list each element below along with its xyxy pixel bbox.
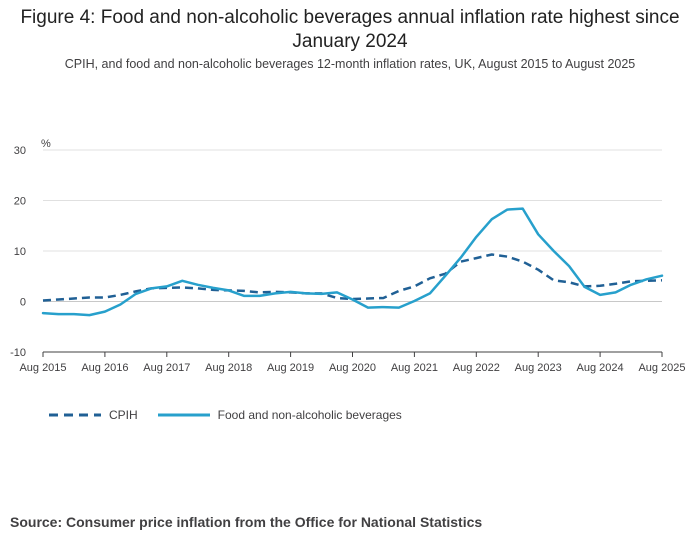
data-point-cpih [382, 297, 385, 300]
data-point-cpih [258, 291, 261, 294]
x-tick-label: Aug 2023 [515, 362, 562, 374]
data-point-food [320, 293, 323, 296]
data-point-cpih [119, 294, 122, 297]
data-point-cpih [506, 255, 509, 258]
data-point-cpih [88, 296, 91, 299]
data-point-cpih [73, 297, 76, 300]
data-point-cpih [475, 257, 478, 260]
y-tick-label: -10 [10, 347, 26, 359]
data-point-food [444, 274, 447, 277]
data-point-food [227, 289, 230, 292]
data-point-cpih [599, 284, 602, 287]
data-point-cpih [661, 279, 664, 282]
data-point-food [165, 285, 168, 288]
data-point-food [614, 291, 617, 294]
data-point-food [212, 286, 215, 289]
data-point-food [57, 313, 60, 316]
data-point-food [42, 312, 45, 315]
series-line-food [41, 207, 664, 317]
x-tick-label: Aug 2020 [329, 362, 376, 374]
data-point-food [428, 292, 431, 295]
legend-swatch-cpih [49, 413, 101, 417]
x-tick-label: Aug 2015 [19, 362, 66, 374]
data-point-food [459, 256, 462, 259]
line-chart: % -10 0 10 20 30 Aug 2015 Aug 2016 Aug 2017 Aug … [10, 138, 685, 374]
data-point-food [398, 306, 401, 309]
legend-item-cpih: CPIH [47, 408, 138, 422]
data-point-food [490, 218, 493, 221]
data-point-food [88, 314, 91, 317]
data-point-food [305, 292, 308, 295]
x-tick-label: Aug 2024 [577, 362, 624, 374]
legend-item-food: Food and non-alcoholic beverages [156, 408, 402, 422]
data-point-cpih [521, 260, 524, 263]
legend-swatch-food [157, 413, 210, 417]
data-point-food [258, 295, 261, 298]
chart-subtitle: CPIH, and food and non-alcoholic beverag… [64, 57, 636, 71]
data-point-cpih [367, 297, 370, 300]
data-point-cpih [490, 253, 493, 256]
data-point-food [367, 306, 370, 309]
data-point-food [661, 274, 664, 277]
y-tick-label: 0 [20, 297, 26, 309]
data-point-food [413, 300, 416, 303]
chart-title: Figure 4: Food and non-alcoholic beverag… [20, 7, 680, 52]
legend-label-cpih: CPIH [109, 408, 138, 422]
data-point-cpih [614, 282, 617, 285]
data-point-food [351, 298, 354, 301]
data-point-food [583, 285, 586, 288]
data-point-food [645, 278, 648, 281]
x-tick-label: Aug 2018 [205, 362, 252, 374]
source-note: Source: Consumer price inflation from th… [10, 514, 483, 530]
data-point-cpih [537, 268, 540, 271]
data-point-cpih [630, 280, 633, 283]
data-point-food [243, 295, 246, 298]
x-tick-label: Aug 2022 [453, 362, 500, 374]
data-point-cpih [57, 298, 60, 301]
data-point-food [336, 291, 339, 294]
data-point-cpih [243, 289, 246, 292]
data-point-cpih [42, 299, 45, 302]
data-point-food [104, 310, 107, 313]
data-point-cpih [181, 286, 184, 289]
data-point-cpih [398, 289, 401, 292]
data-point-food [552, 250, 555, 253]
data-point-food [134, 293, 137, 296]
data-point-food [274, 292, 277, 295]
x-tick-label: Aug 2016 [81, 362, 128, 374]
data-point-food [599, 294, 602, 297]
y-tick-label: 20 [14, 196, 26, 208]
x-tick-label: Aug 2025 [638, 362, 685, 374]
data-point-food [181, 279, 184, 282]
data-point-food [119, 303, 122, 306]
data-point-cpih [568, 281, 571, 284]
x-tick-label: Aug 2017 [143, 362, 190, 374]
data-point-food [568, 265, 571, 268]
data-point-cpih [104, 296, 107, 299]
data-point-food [196, 283, 199, 286]
y-tick-label: 10 [14, 246, 26, 258]
y-unit-label: % [41, 138, 51, 150]
legend: CPIH Food and non-alcoholic beverages [47, 408, 420, 422]
data-point-cpih [413, 285, 416, 288]
data-point-food [289, 291, 292, 294]
data-point-food [150, 287, 153, 290]
data-point-cpih [196, 287, 199, 290]
data-point-cpih [336, 297, 339, 300]
legend-label-food: Food and non-alcoholic beverages [217, 408, 402, 422]
data-point-food [521, 207, 524, 210]
data-point-cpih [552, 279, 555, 282]
data-point-cpih [428, 277, 431, 280]
data-point-food [537, 233, 540, 236]
x-tick-label: Aug 2019 [267, 362, 314, 374]
data-point-food [73, 313, 76, 316]
y-tick-label: 30 [14, 145, 26, 157]
data-point-food [630, 283, 633, 286]
data-point-food [475, 235, 478, 238]
x-tick-label: Aug 2021 [391, 362, 438, 374]
data-point-food [506, 208, 509, 211]
data-point-food [382, 306, 385, 309]
